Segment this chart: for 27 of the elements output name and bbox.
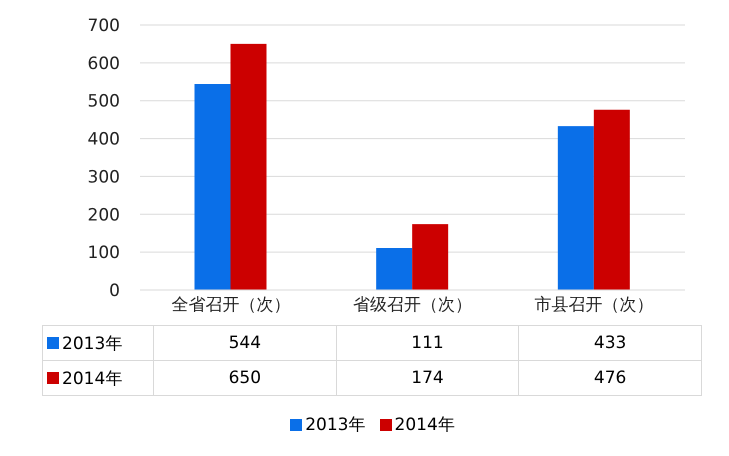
data-label: 476 — [518, 361, 702, 395]
x-tick-label: 全省召开（次） — [171, 295, 290, 316]
legend-label: 2014年 — [394, 414, 455, 436]
x-tick-label: 市县召开（次） — [534, 295, 654, 316]
bar — [230, 44, 266, 290]
legend-label: 2013年 — [62, 332, 122, 354]
y-tick-label: 300 — [88, 167, 120, 188]
bar — [558, 126, 594, 290]
y-tick-label: 100 — [88, 243, 120, 264]
data-label: 111 — [336, 326, 518, 360]
y-tick-label: 700 — [88, 16, 120, 36]
bar — [412, 224, 448, 290]
bar — [376, 248, 412, 290]
y-tick-label: 500 — [88, 92, 120, 112]
data-label: 433 — [518, 326, 702, 360]
bar — [594, 110, 630, 290]
y-tick-label: 0 — [109, 281, 120, 302]
text: 2013年 — [305, 415, 366, 435]
bar — [194, 84, 230, 290]
y-tick-label: 200 — [88, 205, 120, 226]
text: 2014年 — [62, 368, 122, 388]
y-tick-label: 600 — [88, 54, 120, 74]
data-label: 174 — [336, 361, 518, 395]
data-label: 650 — [153, 361, 336, 395]
x-tick-label: 省级召开（次） — [353, 295, 472, 316]
y-tick-label: 400 — [88, 130, 120, 150]
data-label: 544 — [153, 326, 336, 360]
